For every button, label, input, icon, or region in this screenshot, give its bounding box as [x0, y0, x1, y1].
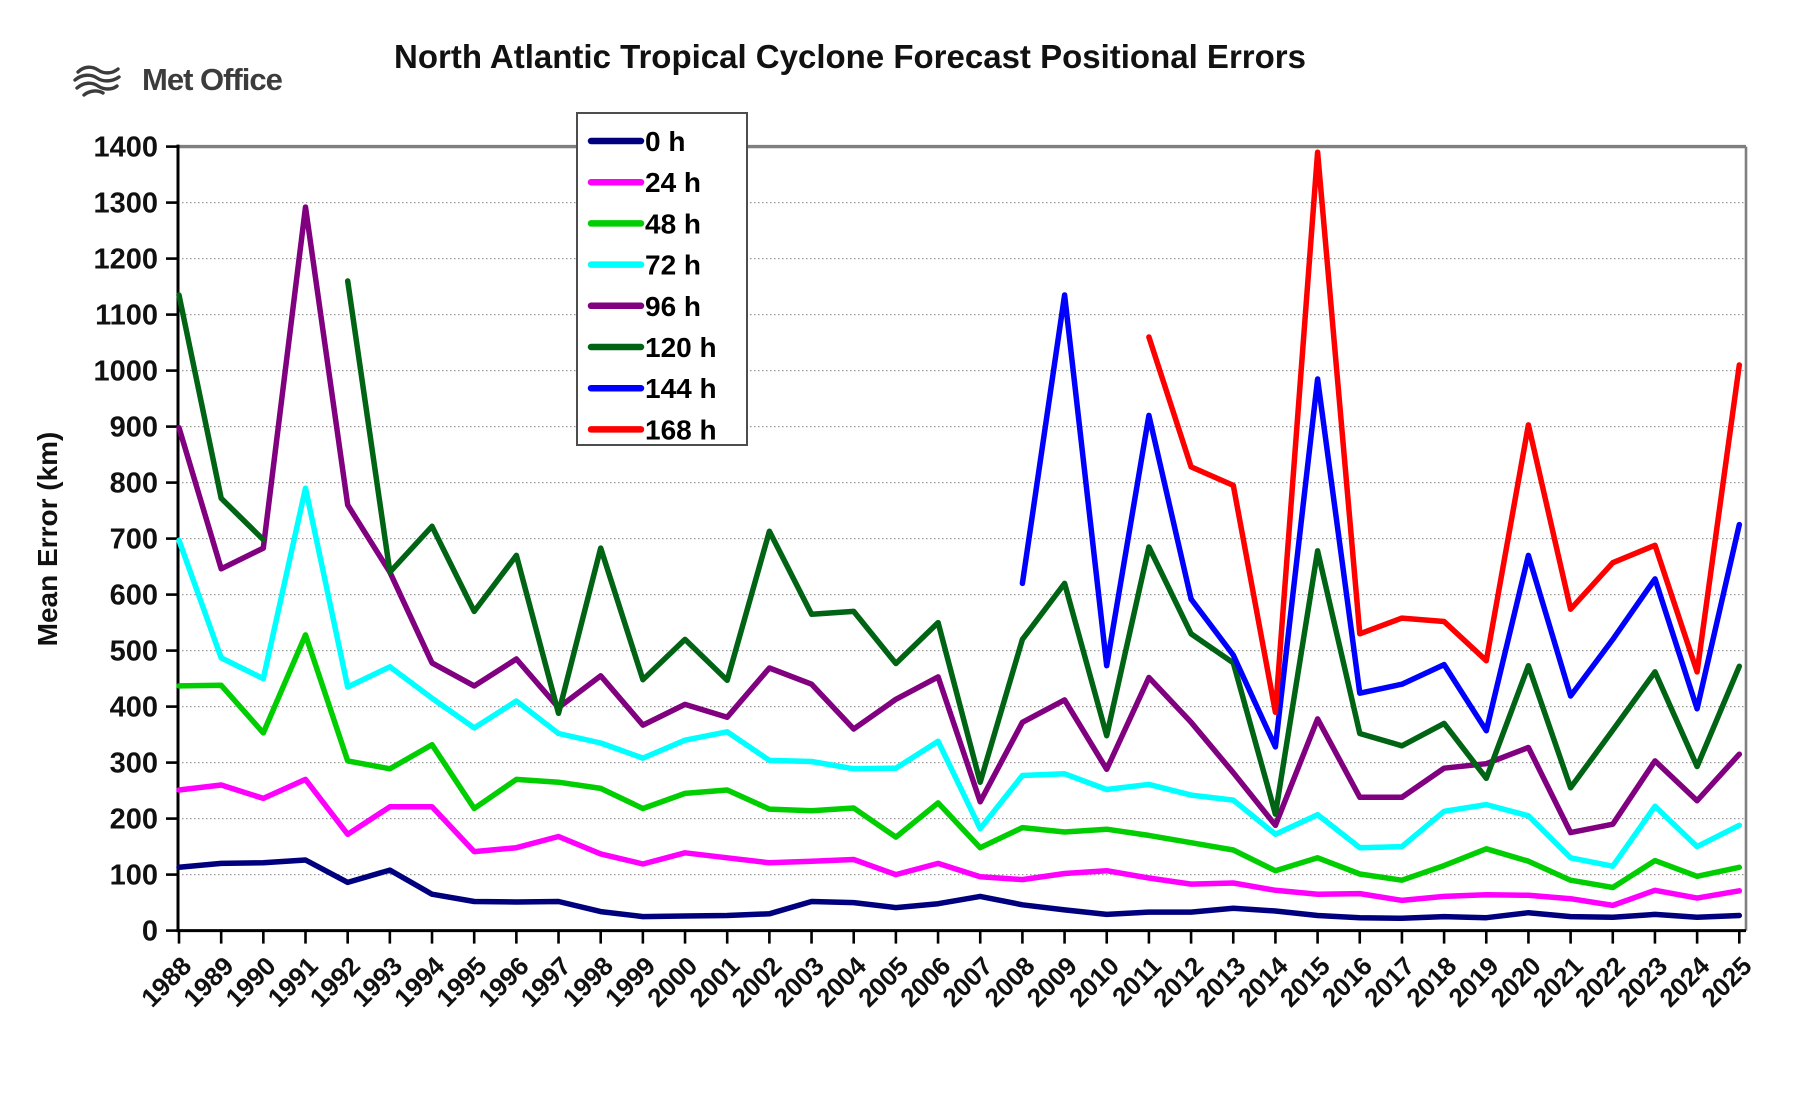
- legend-entry: 48 h: [587, 208, 701, 239]
- axes: [166, 144, 1746, 944]
- y-tick-label: 1100: [95, 300, 158, 332]
- series-line-72h: [176, 485, 1743, 869]
- series-line-24h: [176, 776, 1743, 909]
- y-tick-label: 1400: [93, 132, 158, 164]
- y-tick-label: 100: [110, 860, 158, 892]
- series-line-144h: [1019, 292, 1743, 750]
- legend-label: 24 h: [645, 167, 701, 198]
- legend-label: 48 h: [645, 208, 701, 239]
- legend-label: 96 h: [645, 291, 701, 322]
- series-line-96h: [176, 204, 1743, 836]
- legend-entry: 96 h: [587, 291, 701, 322]
- x-axis-labels: 1988198919901991199219931994199519961997…: [135, 950, 1757, 1012]
- y-tick-label: 0: [142, 916, 158, 948]
- legend-label: 0 h: [645, 126, 685, 157]
- y-tick-label: 200: [110, 804, 158, 836]
- legend-entry: 0 h: [587, 126, 685, 157]
- legend-label: 120 h: [645, 332, 717, 363]
- x-tick-label: 2025: [1695, 951, 1757, 1013]
- y-tick-label: 500: [110, 636, 158, 668]
- legend: 0 h 24 h 48 h 72 h 96 h 120 h 144 h 168 h: [576, 112, 748, 446]
- y-tick-label: 700: [110, 524, 158, 556]
- y-tick-label: 800: [110, 468, 158, 500]
- legend-entry: 144 h: [587, 373, 717, 404]
- y-tick-label: 1300: [93, 188, 158, 220]
- y-tick-label: 400: [110, 692, 158, 724]
- legend-label: 144 h: [645, 373, 717, 404]
- met-office-logo-icon: [73, 65, 121, 97]
- series-line-48h: [176, 632, 1743, 891]
- series-line-168h: [1146, 149, 1743, 715]
- legend-entry: 120 h: [587, 332, 717, 363]
- legend-entry: 72 h: [587, 250, 701, 281]
- met-office-logo: Met Office: [72, 58, 283, 102]
- y-tick-label: 900: [110, 412, 158, 444]
- y-tick-label: 1000: [93, 356, 158, 388]
- page-title: North Atlantic Tropical Cyclone Forecast…: [394, 38, 1306, 75]
- series-lines: [176, 149, 1743, 922]
- y-axis-labels: 0 100 200 300 400 500 600 700 800 900 1000 1100 1200…: [93, 132, 158, 948]
- y-tick-label: 300: [110, 748, 158, 780]
- y-tick-label: 600: [110, 580, 158, 612]
- legend-label: 72 h: [645, 250, 701, 281]
- y-axis-title: Mean Error (km): [32, 432, 63, 647]
- legend-entry: 24 h: [587, 167, 701, 198]
- legend-entry: 168 h: [587, 414, 717, 445]
- series-line-0h: [176, 857, 1743, 922]
- met-office-logo-text: Met Office: [142, 62, 283, 97]
- series-line-120h: [176, 278, 1743, 817]
- legend-label: 168 h: [645, 414, 717, 445]
- y-tick-label: 1200: [93, 244, 158, 276]
